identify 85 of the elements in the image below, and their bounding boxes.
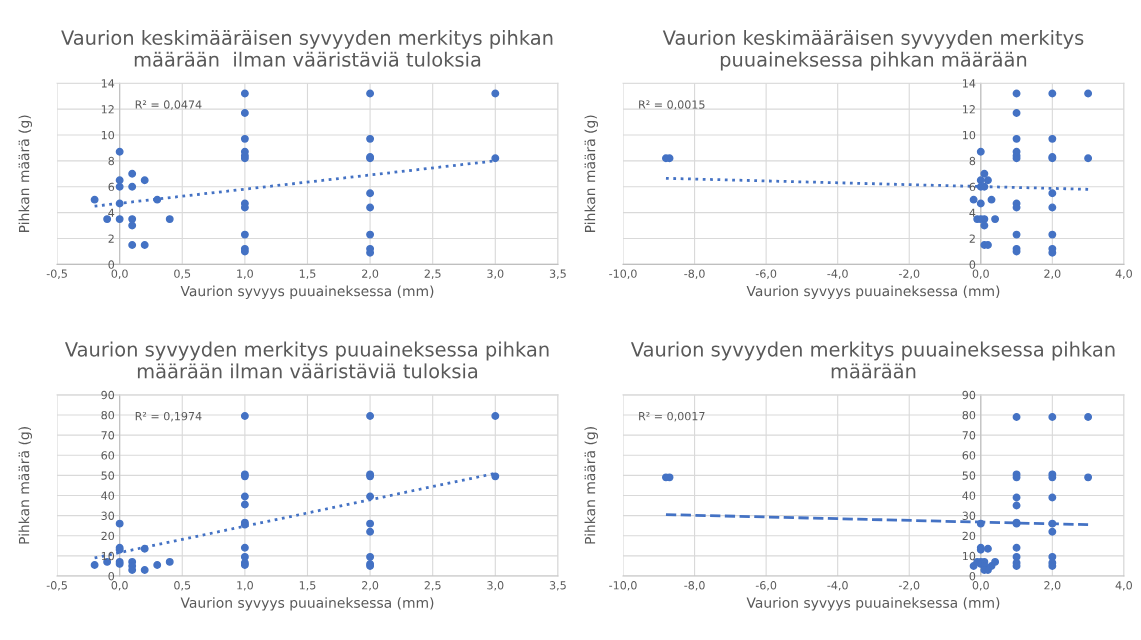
y-tick-label: 14 xyxy=(101,79,115,88)
x-tick-label: 0,5 xyxy=(174,581,191,591)
y-tick-label: 0 xyxy=(108,260,115,269)
y-tick-label: 4 xyxy=(969,208,976,217)
y-tick-label: 4 xyxy=(108,208,115,217)
x-axis-title: Vaurion syvyys puuaineksessa (mm) xyxy=(180,597,434,611)
x-tick-label: 1,0 xyxy=(237,269,253,279)
x-axis-title: Vaurion syvyys puuaineksessa (mm) xyxy=(746,597,1000,611)
x-tick-label: 1,0 xyxy=(237,581,253,591)
x-axis-title: Vaurion syvyys puuaineksessa (mm) xyxy=(746,285,1000,299)
y-tick-label: 40 xyxy=(101,491,115,500)
x-tick-label: 1,5 xyxy=(299,269,316,279)
x-tick-label: 0,0 xyxy=(972,269,989,279)
x-tick-label: 0,0 xyxy=(111,269,128,279)
y-tick-label: 50 xyxy=(962,471,976,480)
chart-title: Vaurion syvyyden merkitys puuaineksessa pihkan määrään ilman vääristäviä tuloksia xyxy=(64,341,549,379)
y-tick-label: 10 xyxy=(963,551,976,561)
y-tick-label: 80 xyxy=(962,410,976,420)
annotation: R² = 0,0017 xyxy=(639,411,705,422)
x-tick-label: -8,0 xyxy=(684,581,705,591)
y-tick-label: 0 xyxy=(969,260,976,269)
x-tick-label: -2,0 xyxy=(898,269,920,279)
annotation: R² = 0,1974 xyxy=(135,411,202,422)
y-tick-label: 8 xyxy=(108,156,115,166)
x-tick-label: -0,5 xyxy=(46,581,67,591)
y-axis-title: Pihkan määrä (g) xyxy=(584,115,598,232)
y-tick-label: 2 xyxy=(969,234,975,243)
y-tick-label: 60 xyxy=(101,451,115,460)
y-tick-label: 6 xyxy=(108,182,115,192)
y-tick-label: 30 xyxy=(101,511,115,520)
y-tick-label: 60 xyxy=(962,451,976,460)
y-tick-label: 70 xyxy=(101,431,115,440)
chart-title: Vaurion keskimääräisen syvyyden merkitys pihkan määrään ilman vääristäviä tuloksia xyxy=(61,29,553,67)
y-tick-label: 6 xyxy=(969,182,976,192)
x-tick-label: 2,0 xyxy=(1044,269,1061,279)
y-axis-title: Pihkan määrä (g) xyxy=(18,427,33,544)
x-tick-label: 3,5 xyxy=(549,581,566,591)
x-tick-label: -2,0 xyxy=(898,581,920,591)
y-tick-label: 70 xyxy=(962,431,976,440)
y-tick-label: 12 xyxy=(963,105,975,114)
x-tick-label: 3,0 xyxy=(487,269,504,279)
y-tick-label: 8 xyxy=(969,156,976,166)
x-tick-label: 2,0 xyxy=(362,269,379,279)
x-tick-label: -6,0 xyxy=(755,581,777,591)
x-tick-label: 0,0 xyxy=(972,581,989,591)
y-tick-label: 14 xyxy=(963,79,976,88)
chart-title: Vaurion keskimääräisen syvyyden merkitys puuaineksessa pihkan määrään xyxy=(662,29,1084,71)
y-tick-label: 20 xyxy=(962,531,976,541)
y-tick-label: 90 xyxy=(101,390,115,400)
x-tick-label: 3,5 xyxy=(549,269,566,279)
y-axis-title: Pihkan määrä (g) xyxy=(584,427,598,544)
y-tick-label: 50 xyxy=(101,471,115,480)
annotation: R² = 0,0474 xyxy=(135,100,202,110)
x-tick-label: -4,0 xyxy=(827,581,848,591)
x-tick-label: 1,5 xyxy=(299,581,316,591)
y-tick-label: 40 xyxy=(962,491,976,500)
y-tick-label: 20 xyxy=(101,531,115,541)
chart-title: Vaurion syvyyden merkitys puuaineksessa pihkan määrään xyxy=(630,341,1115,379)
y-tick-label: 0 xyxy=(108,571,115,581)
x-tick-label: 2,0 xyxy=(1044,581,1061,591)
y-tick-label: 90 xyxy=(962,390,976,400)
y-tick-label: 30 xyxy=(962,511,976,520)
x-tick-label: -4,0 xyxy=(827,269,848,279)
y-tick-label: 2 xyxy=(108,234,114,243)
x-tick-label: 0,0 xyxy=(111,581,128,591)
x-tick-label: 2,5 xyxy=(424,581,441,591)
y-tick-label: 10 xyxy=(963,130,976,140)
y-axis-title: Pihkan määrä (g) xyxy=(18,115,33,232)
x-tick-label: -10,0 xyxy=(609,269,637,279)
x-tick-label: -0,5 xyxy=(46,269,67,279)
x-axis-title: Vaurion syvyys puuaineksessa (mm) xyxy=(180,285,434,299)
x-tick-label: 4,0 xyxy=(1115,269,1132,279)
y-tick-label: 10 xyxy=(101,130,115,140)
y-tick-label: 0 xyxy=(969,571,976,581)
x-tick-label: 0,5 xyxy=(174,269,191,279)
annotation: R² = 0,0015 xyxy=(639,100,705,110)
x-tick-label: -8,0 xyxy=(684,269,705,279)
x-tick-label: 3,0 xyxy=(487,581,504,591)
x-tick-label: 4,0 xyxy=(1115,581,1132,591)
x-tick-label: -10,0 xyxy=(609,581,637,591)
x-tick-label: 2,0 xyxy=(362,581,379,591)
x-tick-label: 2,5 xyxy=(424,269,441,279)
y-tick-label: 80 xyxy=(101,410,115,420)
x-tick-label: -6,0 xyxy=(755,269,777,279)
y-tick-label: 12 xyxy=(101,105,114,114)
